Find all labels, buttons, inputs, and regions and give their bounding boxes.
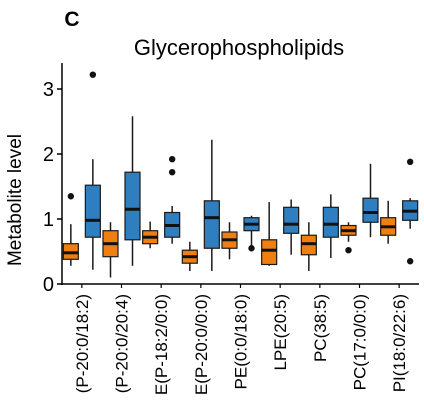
iqr-box [283,206,300,234]
y-tick-label: 3 [43,79,54,101]
box-orange-3 [142,221,159,249]
x-tick-label: LPE(20:5) [271,294,290,371]
x-tick-label: PC(17:0/0:0) [351,294,370,390]
box-orange-8 [340,222,357,254]
iqr-box [261,239,278,266]
x-tick-label: E(P-18:2/0:0) [152,294,171,395]
box-blue-9 [402,158,419,265]
iqr-box [322,206,339,238]
outlier-point [406,258,414,265]
axes: 0 1 2 3 [43,63,419,296]
y-tick-label: 0 [43,274,54,296]
y-tick-label: 1 [43,209,54,231]
outlier-point [67,193,75,200]
box-blue-6 [283,199,300,255]
box-blue-2 [124,116,141,266]
box-blue-8 [362,163,379,238]
box-orange-7 [300,222,317,271]
box-orange-2 [102,222,119,278]
x-tick-label: (P-20:0/18:2) [73,294,92,393]
iqr-box [362,197,379,223]
box-blue-7 [322,194,339,258]
x-tick-label: PE(0:0/18:0) [232,294,251,389]
iqr-box [203,200,220,249]
x-tick-labels: (P-20:0/18:2) (P-20:0/20:4) E(P-18:2/0:0) E… [73,284,409,395]
box-blue-5 [243,215,260,252]
outlier-point [248,245,255,252]
outlier-point [168,169,176,176]
outlier-point [406,158,414,165]
x-tick-label: (P-20:0/20:4) [113,294,132,393]
iqr-box [84,184,101,238]
x-tick-label: E(P-20:0/0:0) [192,294,211,395]
outlier-point [345,247,352,254]
box-orange-4 [181,241,198,271]
iqr-box [124,171,141,241]
x-tick-label: PC(38:5) [311,294,330,362]
outlier-point [168,156,176,163]
x-tick-label: PI(18:0/22:6) [390,294,409,392]
box-blue-4 [203,139,220,271]
box-blue-1 [84,71,101,270]
box-plots [62,71,419,278]
box-orange-6 [261,202,278,266]
box-blue-3 [164,156,181,244]
box-orange-1 [62,193,79,266]
chart-title: Glycerophospholipids [134,35,344,60]
panel-label: C [64,8,79,31]
y-tick-label: 2 [43,144,54,166]
y-axis-label: Metabolite level [5,134,26,266]
box-orange-9 [380,200,397,244]
outlier-point [89,71,97,78]
box-orange-5 [221,222,238,260]
